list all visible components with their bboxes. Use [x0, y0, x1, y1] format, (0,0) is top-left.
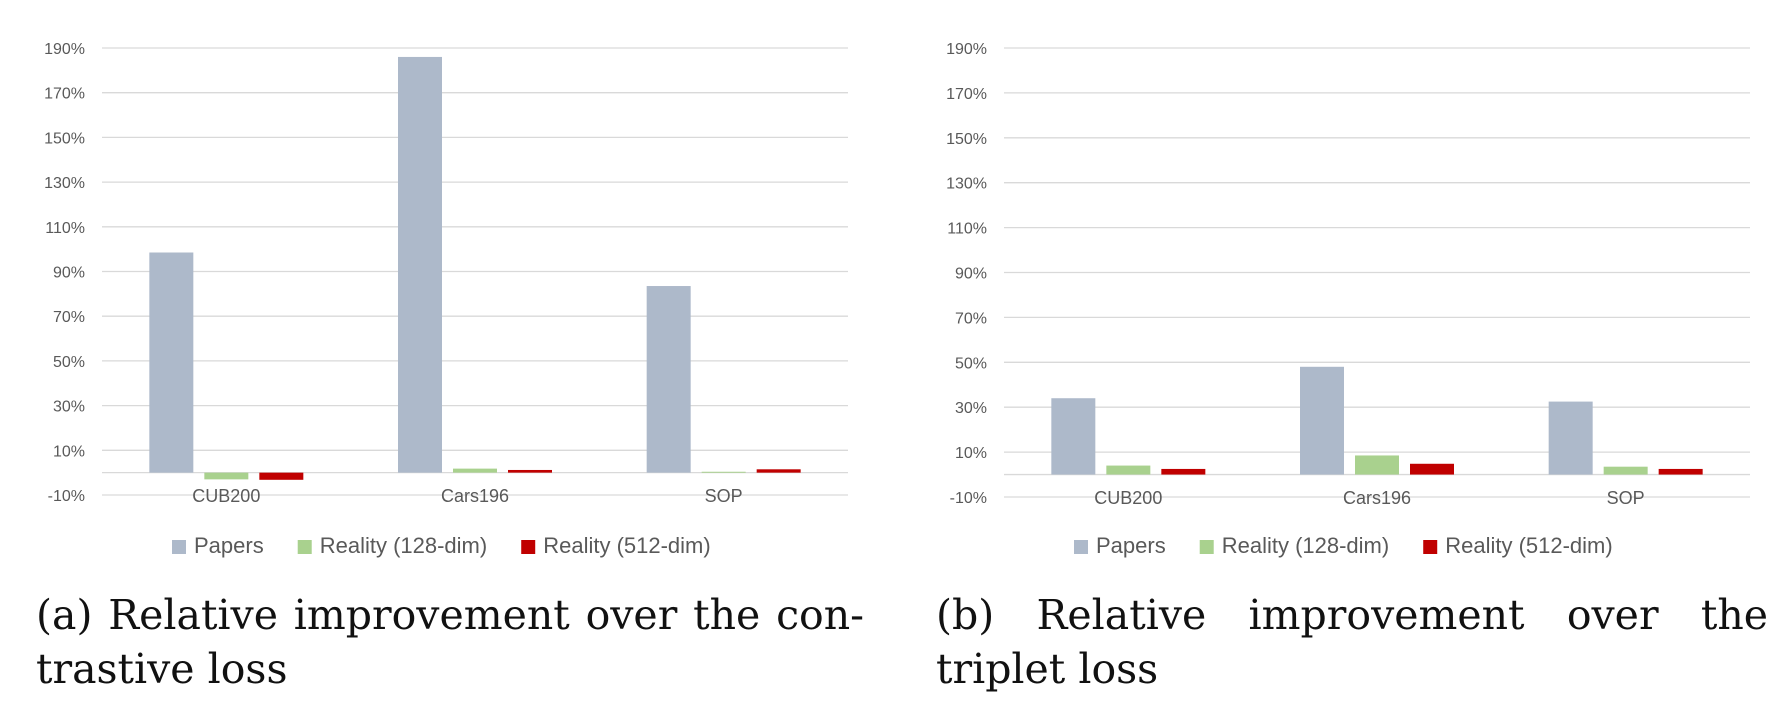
- chart-triplet: -10% 10% 30% 50% 70% 90% 110% 130% 150% 170% 190% C…: [946, 41, 1750, 558]
- chart-b-category-label: Cars196: [1343, 488, 1411, 508]
- chart-b-ytick-label: 130%: [946, 176, 987, 193]
- chart-b-ytick-label: 30%: [955, 400, 987, 417]
- chart-b-category-label: CUB200: [1094, 488, 1162, 508]
- chart-a-ytick-label: 70%: [53, 309, 85, 326]
- chart-b-bar-sop-0: [1548, 401, 1593, 475]
- chart-a-ytick-label: 170%: [44, 86, 85, 103]
- chart-b-ytick-label: 50%: [955, 355, 987, 372]
- chart-b-legend-label: Papers: [1096, 533, 1166, 558]
- caption-a-line1: (a) Relative improvement over the con-: [36, 591, 864, 639]
- caption-a-line2: trastive loss: [36, 645, 288, 693]
- caption-b: (b) Relative improvement over the triple…: [936, 588, 1768, 696]
- chart-a-ytick-label: 90%: [53, 265, 85, 282]
- chart-b-ytick-label: 170%: [946, 86, 987, 103]
- chart-b-legend-swatch: [1423, 540, 1438, 554]
- chart-a-bar-cub200-2: [259, 472, 304, 480]
- chart-a-ytick-label: 150%: [44, 130, 85, 147]
- chart-a-legend-label: Reality (128-dim): [320, 533, 488, 558]
- chart-b-legend-label: Reality (128-dim): [1222, 533, 1390, 558]
- chart-a-legend-swatch: [521, 540, 536, 554]
- chart-b-bar-cub200-0: [1051, 398, 1096, 475]
- chart-a-bar-cub200-0: [149, 252, 194, 473]
- chart-b-bar-sop-1: [1603, 466, 1648, 475]
- chart-b-bar-cub200-2: [1161, 468, 1206, 475]
- chart-b-ytick-label: -10%: [950, 490, 987, 507]
- chart-contrastive: -10% 10% 30% 50% 70% 90% 110% 130% 150% 170% 190% C…: [44, 41, 848, 558]
- chart-a-ytick-label: 50%: [53, 354, 85, 371]
- chart-a-ytick-label: 110%: [45, 220, 85, 237]
- chart-a-ytick-label: 10%: [53, 443, 85, 460]
- caption-b-line1: (b) Relative improvement over the triple…: [936, 591, 1768, 693]
- chart-b-bar-sop-2: [1658, 468, 1703, 475]
- chart-a-ytick-label: 190%: [44, 41, 85, 58]
- chart-b-bar-cub200-1: [1106, 465, 1151, 475]
- chart-a-category-label: Cars196: [441, 486, 509, 506]
- chart-a-bar-sop-2: [756, 469, 801, 473]
- chart-b-ytick-label: 90%: [955, 266, 987, 283]
- caption-a: (a) Relative improvement over the con- t…: [36, 588, 864, 696]
- chart-b-ytick-label: 150%: [946, 131, 987, 148]
- chart-a-bar-cars196-2: [508, 469, 552, 473]
- chart-a-legend-label: Papers: [194, 533, 264, 558]
- caption-b-line2: loss: [1078, 645, 1159, 693]
- chart-a-category-label: SOP: [705, 486, 743, 506]
- chart-b-category-label: SOP: [1607, 488, 1645, 508]
- chart-a-bar-sop-1: [701, 471, 746, 473]
- chart-b-ytick-label: 190%: [946, 41, 987, 58]
- chart-b-bar-cars196-2: [1410, 463, 1454, 475]
- chart-a-ytick-label: 30%: [53, 399, 85, 416]
- chart-a-category-label: CUB200: [192, 486, 260, 506]
- chart-b-bar-cars196-1: [1355, 455, 1399, 475]
- chart-b-ytick-label: 10%: [955, 445, 987, 462]
- chart-a-legend-swatch: [172, 540, 186, 554]
- chart-a-bar-cars196-1: [453, 468, 497, 473]
- chart-a-bar-cub200-1: [204, 472, 249, 480]
- chart-b-ytick-label: 110%: [947, 221, 987, 238]
- chart-a-bar-sop-0: [646, 286, 691, 473]
- chart-a-bar-cars196-0: [398, 56, 442, 473]
- chart-b-legend-label: Reality (512-dim): [1445, 533, 1613, 558]
- chart-b-bar-cars196-0: [1300, 366, 1344, 475]
- chart-a-legend-label: Reality (512-dim): [543, 533, 711, 558]
- chart-a-ytick-label: -10%: [48, 488, 85, 505]
- chart-a-legend-swatch: [297, 540, 312, 554]
- chart-b-legend-swatch: [1074, 540, 1088, 554]
- chart-b-ytick-label: 70%: [955, 310, 987, 327]
- chart-b-legend-swatch: [1199, 540, 1214, 554]
- chart-a-ytick-label: 130%: [44, 175, 85, 192]
